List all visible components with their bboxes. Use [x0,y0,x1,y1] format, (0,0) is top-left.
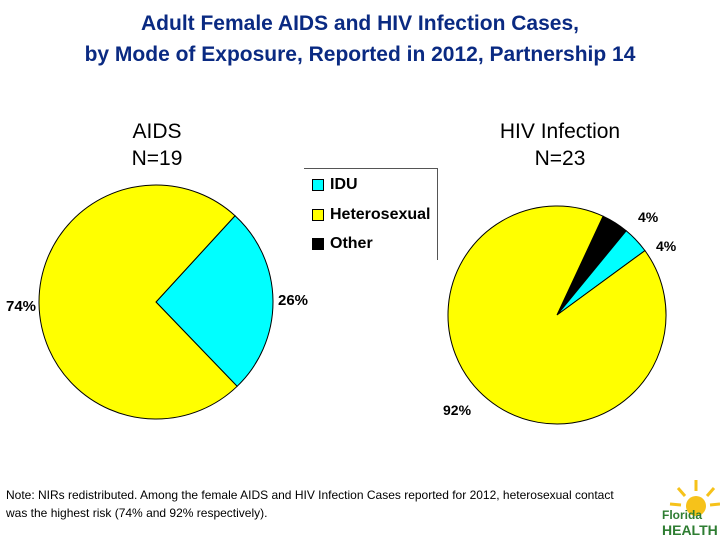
aids-label-heterosexual: 74% [6,298,36,315]
logo-line1: Florida [662,508,703,522]
legend-swatch-other [312,238,324,250]
chart-title: Adult Female AIDS and HIV Infection Case… [0,8,720,70]
legend-swatch-heterosexual [312,209,324,221]
hiv-label-heterosexual: 92% [443,402,472,418]
hiv-pie-heading: HIV Infection N=23 [470,118,650,172]
aids-pie-heading: AIDS N=19 [100,118,214,172]
chart-title-line1: Adult Female AIDS and HIV Infection Case… [141,12,579,35]
hiv-label-idu: 4% [656,238,677,254]
hiv-slice-heterosexual [447,205,667,425]
florida-health-logo-icon [669,480,720,516]
hiv-label-other: 4% [638,209,659,225]
aids-slice-heterosexual [38,184,238,420]
legend-item-heterosexual: Heterosexual [312,205,431,225]
aids-pie-title: AIDS [132,120,182,143]
aids-label-idu: 26% [278,292,308,309]
footnote: Note: NIRs redistributed. Among the fema… [6,488,614,520]
legend-label-other: Other [330,235,373,252]
aids-pie [38,184,274,420]
legend-label-heterosexual: Heterosexual [330,206,431,223]
legend-label-idu: IDU [330,176,358,193]
logo-line2: HEALTH [662,522,718,538]
hiv-pie-count: N=23 [534,147,586,170]
chart-title-line2: by Mode of Exposure, Reported in 2012, P… [84,43,636,66]
aids-slice-idu [155,215,274,388]
legend-swatch-idu [312,179,324,191]
hiv-pie [447,205,667,425]
legend: IDU Heterosexual Other [304,168,438,260]
aids-pie-count: N=19 [131,147,183,170]
hiv-pie-title: HIV Infection [499,120,621,143]
legend-item-other: Other [312,234,373,254]
legend-item-idu: IDU [312,175,358,195]
